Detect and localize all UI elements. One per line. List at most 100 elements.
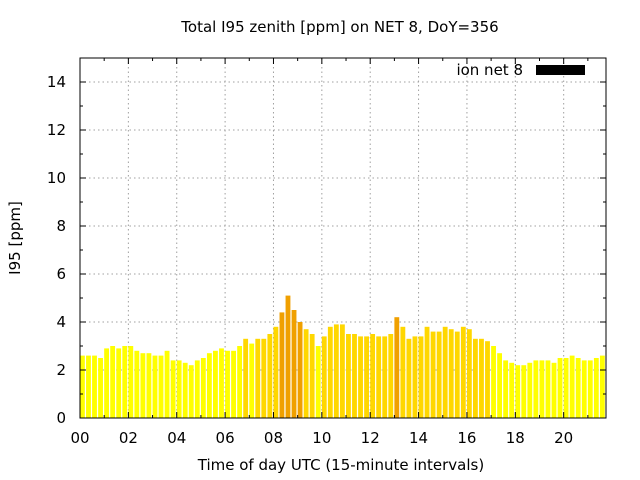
bar [219, 348, 224, 418]
bar [412, 336, 418, 418]
bar [491, 346, 496, 418]
bar [128, 346, 134, 418]
bar-series [80, 295, 605, 418]
grid-lines [80, 58, 606, 418]
y-tick-label: 2 [56, 361, 66, 379]
bar [315, 346, 321, 418]
bar [279, 312, 285, 418]
bar [146, 353, 152, 418]
bar [527, 362, 533, 418]
x-tick-label: 16 [457, 429, 476, 447]
bar [406, 338, 412, 418]
x-tick-label: 02 [119, 429, 138, 447]
bar [206, 353, 212, 418]
bar [460, 326, 466, 418]
bar [442, 326, 448, 418]
bar [140, 353, 146, 418]
y-tick-label: 10 [47, 169, 66, 187]
bar [557, 358, 563, 418]
bar [563, 358, 569, 418]
bar [569, 355, 575, 418]
bar [225, 350, 230, 418]
y-tick-label: 6 [56, 265, 66, 283]
y-tick-label: 12 [47, 121, 66, 139]
bar [400, 326, 406, 418]
y-tick-label: 4 [56, 313, 66, 331]
x-tick-label: 08 [264, 429, 283, 447]
bar [158, 355, 164, 418]
bar [273, 326, 279, 418]
bar [321, 336, 327, 418]
y-tick-label: 14 [47, 73, 66, 91]
x-tick-label: 06 [216, 429, 235, 447]
legend-label: ion net 8 [456, 61, 523, 79]
x-tick-label: 10 [312, 429, 331, 447]
bar [152, 355, 158, 418]
bar [388, 334, 394, 418]
bar [551, 362, 557, 418]
bar [376, 336, 382, 418]
bar [309, 334, 315, 418]
bar [394, 317, 400, 418]
bar [539, 360, 545, 418]
bar [370, 334, 376, 418]
chart-title: Total I95 zenith [ppm] on NET 8, DoY=356 [180, 18, 498, 36]
plot-frame [79, 57, 607, 419]
bar [472, 338, 478, 418]
bar [170, 360, 176, 418]
bar [485, 341, 490, 418]
x-tick-label: 20 [554, 429, 573, 447]
bar [509, 362, 515, 418]
bar [122, 346, 128, 418]
x-tick-label: 04 [167, 429, 186, 447]
bar [479, 338, 484, 418]
bar [188, 365, 194, 418]
bar [581, 360, 587, 418]
x-tick-label: 00 [70, 429, 89, 447]
bar [466, 329, 472, 418]
bar [515, 365, 521, 418]
bar [243, 338, 249, 418]
x-tick-label: 14 [409, 429, 428, 447]
x-axis-label: Time of day UTC (15-minute intervals) [197, 456, 484, 474]
x-axis-ticks: 00 02 04 06 08 10 12 14 16 18 20 [70, 58, 589, 447]
bar [92, 355, 97, 418]
bar [86, 355, 91, 418]
bar [237, 346, 243, 418]
bar [176, 360, 182, 418]
bar [267, 334, 273, 418]
x-tick-label: 12 [361, 429, 380, 447]
bar [448, 329, 454, 418]
bar [231, 350, 236, 418]
legend-swatch [536, 65, 585, 75]
bar [545, 360, 551, 418]
bar [533, 360, 539, 418]
bar [249, 343, 255, 418]
bar [352, 334, 357, 418]
bar [339, 324, 345, 418]
bar [194, 360, 200, 418]
bar [418, 336, 424, 418]
bar [575, 358, 581, 418]
legend: ion net 8 [456, 61, 585, 79]
bar [346, 334, 351, 418]
bar [98, 358, 103, 418]
bar [587, 360, 593, 418]
bar [255, 338, 261, 418]
bar [200, 358, 206, 418]
bar [104, 348, 110, 418]
bar [297, 322, 303, 418]
bar [521, 365, 527, 418]
bar [291, 310, 297, 418]
bar [358, 336, 363, 418]
bar [261, 338, 267, 418]
bar [110, 346, 116, 418]
bar [503, 360, 509, 418]
bar [454, 331, 460, 418]
bar [285, 295, 291, 418]
bar [116, 348, 122, 418]
bar [164, 350, 170, 418]
bar [593, 358, 599, 418]
y-tick-label: 8 [56, 217, 66, 235]
